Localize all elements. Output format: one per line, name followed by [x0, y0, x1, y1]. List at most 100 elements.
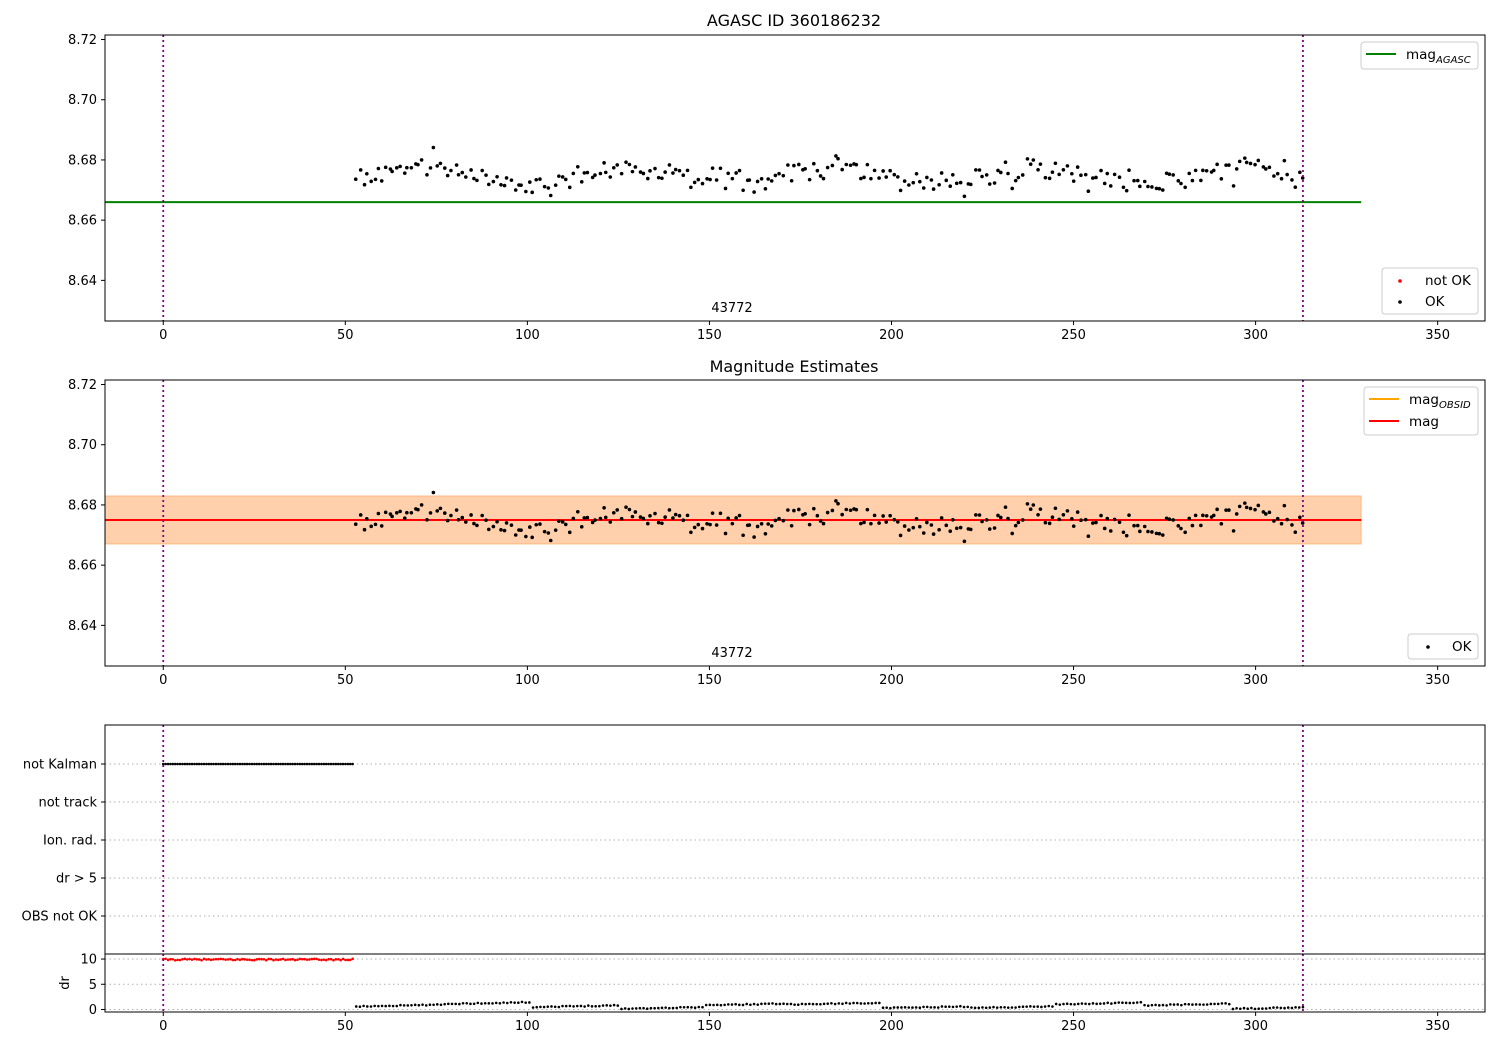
data-point — [854, 507, 859, 512]
dr-point — [1161, 1003, 1165, 1007]
data-point — [1038, 162, 1043, 166]
data-point — [892, 517, 897, 522]
data-point — [611, 510, 616, 515]
dr-point — [362, 1004, 365, 1008]
dr-point — [657, 1006, 660, 1010]
dr-point — [738, 1003, 741, 1007]
dr-point — [384, 1004, 388, 1008]
data-point — [1154, 531, 1159, 536]
x-tick-label: 200 — [879, 673, 904, 688]
data-point — [763, 531, 768, 536]
data-point — [677, 513, 682, 518]
data-point — [425, 518, 429, 522]
x-tick-label: 350 — [1425, 1019, 1450, 1034]
data-point — [1248, 161, 1253, 166]
data-point — [786, 163, 790, 167]
data-point — [456, 172, 461, 177]
data-point — [1293, 530, 1298, 535]
data-point — [653, 511, 657, 516]
data-point — [405, 510, 409, 515]
data-point — [671, 171, 675, 175]
data-point — [1006, 516, 1010, 521]
data-point — [1031, 503, 1036, 507]
data-point — [454, 508, 459, 512]
dr-point — [1058, 1003, 1062, 1006]
dr-point — [863, 1002, 866, 1005]
data-point — [710, 511, 715, 515]
dr-point — [1076, 1002, 1080, 1006]
panel-magnitude-title: Magnitude Estimates — [710, 357, 879, 376]
dr-point — [226, 958, 230, 961]
dr-point — [778, 1002, 782, 1006]
data-point — [958, 525, 963, 530]
dr-point — [1106, 1001, 1110, 1005]
dr-point — [999, 1005, 1003, 1009]
data-point — [1121, 530, 1126, 535]
data-point — [1135, 178, 1140, 183]
dr-point — [303, 957, 306, 961]
dr-point — [432, 1003, 435, 1007]
data-point — [667, 508, 672, 512]
data-point — [431, 490, 436, 495]
flag-point — [341, 762, 345, 766]
data-point — [528, 180, 532, 184]
data-point — [840, 167, 844, 172]
dr-point — [454, 1002, 457, 1006]
data-point — [865, 162, 870, 167]
dr-point — [848, 1002, 852, 1005]
data-point — [373, 522, 378, 527]
legend-marker-ok — [1426, 645, 1430, 649]
data-point — [1010, 186, 1015, 191]
dr-point — [269, 957, 273, 961]
dr-point — [209, 958, 213, 962]
data-point — [708, 177, 712, 182]
data-point — [763, 186, 768, 191]
data-point — [425, 173, 429, 177]
data-point — [1298, 515, 1302, 520]
flag-point — [269, 762, 273, 766]
dr-point — [653, 1006, 656, 1010]
data-point — [1150, 185, 1154, 189]
data-point — [638, 515, 643, 519]
flag-point — [308, 762, 311, 766]
data-point — [1231, 529, 1236, 533]
data-point — [677, 168, 682, 173]
data-point — [977, 168, 982, 172]
flag-point — [229, 762, 232, 766]
data-point — [931, 532, 936, 536]
data-point — [792, 163, 796, 168]
dr-point — [1132, 1001, 1135, 1005]
dr-point — [358, 1005, 362, 1009]
flag-point — [233, 762, 237, 766]
data-point — [914, 171, 919, 176]
dr-point — [1246, 1007, 1249, 1011]
flag-point — [253, 762, 256, 766]
dr-point — [262, 957, 266, 961]
data-point — [376, 166, 381, 171]
data-point — [1105, 516, 1110, 521]
data-point — [1031, 158, 1036, 162]
data-point — [692, 180, 697, 185]
data-point — [877, 176, 881, 180]
dr-point — [193, 957, 196, 961]
data-point — [1025, 502, 1030, 506]
data-point — [1227, 163, 1231, 167]
dr-point — [365, 1005, 369, 1008]
data-point — [821, 176, 826, 181]
data-point — [1053, 161, 1058, 166]
data-point — [546, 186, 551, 190]
data-point — [1253, 162, 1257, 167]
data-point — [830, 163, 835, 168]
data-point — [379, 179, 384, 183]
data-point — [656, 520, 661, 525]
data-point — [1279, 521, 1284, 526]
dr-point — [1264, 1007, 1268, 1010]
data-point — [630, 514, 635, 519]
dr-point — [1099, 1002, 1102, 1005]
dr-point — [708, 1003, 712, 1007]
dr-point — [796, 1003, 800, 1006]
x-tick-label: 300 — [1243, 1019, 1268, 1034]
data-point — [1244, 505, 1249, 510]
dr-point — [785, 1002, 789, 1006]
dr-point — [892, 1006, 896, 1009]
